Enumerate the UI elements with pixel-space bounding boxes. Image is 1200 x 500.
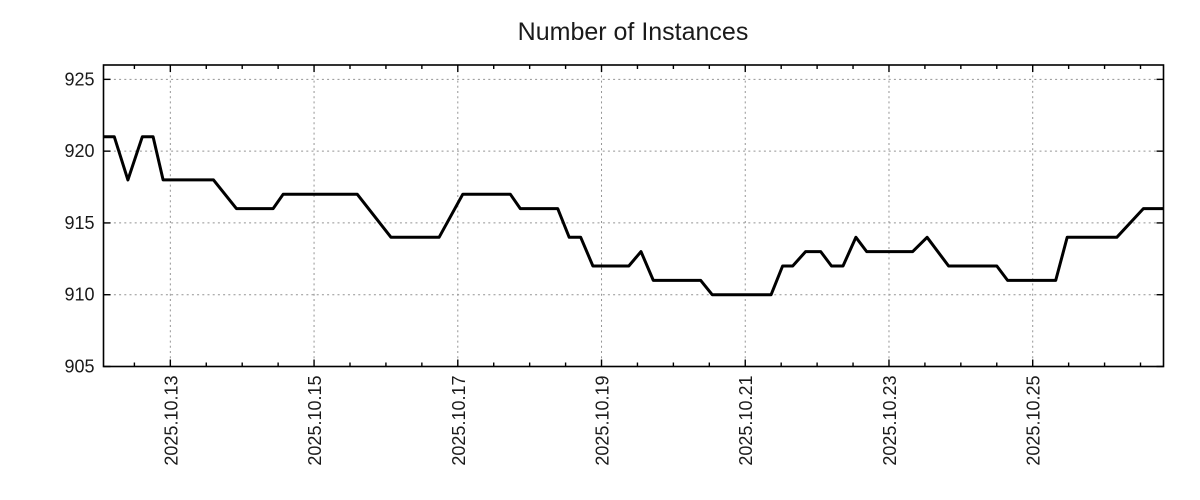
plot-border	[102, 64, 1165, 368]
x-axis-tick-label: 2025.10.25	[1024, 376, 1044, 466]
chart-title: Number of Instances	[518, 18, 749, 46]
y-axis-tick-label: 920	[64, 141, 94, 161]
x-axis-tick-label: 2025.10.15	[305, 376, 325, 466]
y-axis-tick-label: 915	[64, 213, 94, 233]
y-axis-tick-label: 905	[64, 357, 94, 377]
y-axis-tick-label: 910	[64, 285, 94, 305]
y-axis-tick-label: 925	[64, 69, 94, 89]
x-axis-tick-label: 2025.10.19	[593, 376, 613, 466]
plot-area: 905 910 915 920 925 2025.10.13 2025.10.15 2025.…	[64, 64, 1165, 466]
x-axis-tick-label: 2025.10.21	[736, 376, 756, 466]
x-axis-tick-label: 2025.10.23	[880, 376, 900, 466]
x-axis-tick-label: 2025.10.13	[161, 376, 181, 466]
series-line-instances	[103, 135, 1164, 297]
x-axis-tick-label: 2025.10.17	[449, 375, 469, 465]
